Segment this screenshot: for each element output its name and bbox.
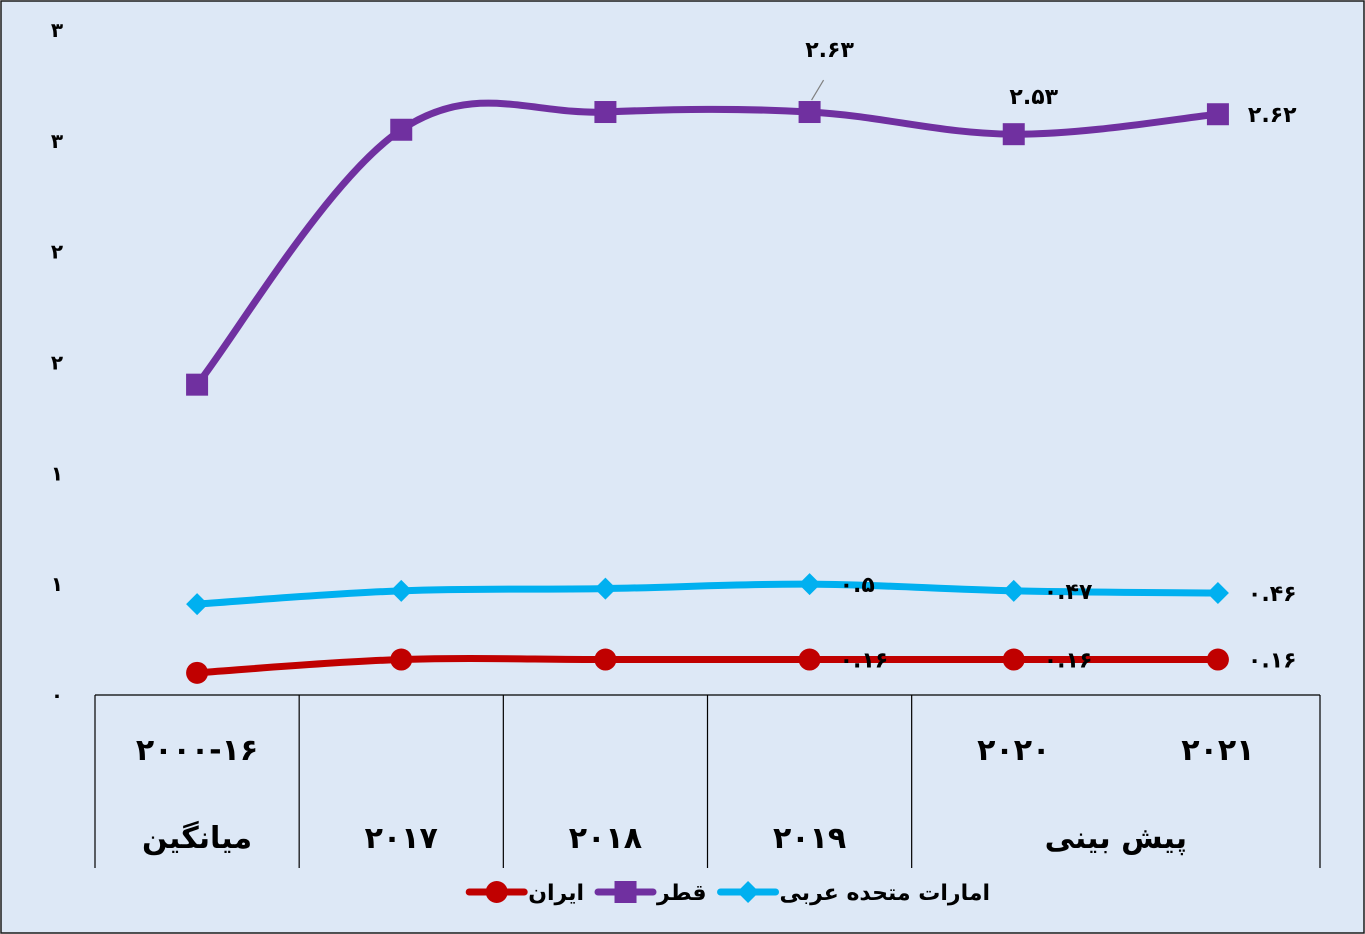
data-label: ۰.۵ bbox=[840, 573, 875, 598]
x-axis-category-table: ۲۰۰۰-۱۶ ۲۰۲۰ ۲۰۲۱ میانگین ۲۰۱۷ ۲۰۱۸ ۲۰۱۹ پیش بی… bbox=[94, 694, 1321, 868]
data-point bbox=[1002, 648, 1025, 671]
data-label: ۰.۱۶ bbox=[1248, 649, 1297, 674]
data-label: ۰.۱۶ bbox=[1044, 649, 1093, 674]
legend-label: قطر bbox=[656, 881, 707, 906]
data-label: ۰.۱۶ bbox=[840, 649, 889, 674]
category-label-bottom: ۲۰۱۸ bbox=[569, 821, 642, 856]
data-point bbox=[798, 648, 821, 671]
data-point bbox=[594, 577, 617, 600]
data-point bbox=[594, 101, 617, 124]
data-label: ۲.۵۳ bbox=[1009, 85, 1058, 110]
legend-swatch-marker bbox=[485, 881, 508, 903]
data-point bbox=[390, 579, 413, 602]
category-label-bottom: میانگین bbox=[142, 820, 252, 856]
series-line bbox=[193, 99, 1222, 389]
y-tick-label: ۳ bbox=[51, 129, 63, 153]
y-tick-label: ۰ bbox=[51, 683, 63, 707]
legend-label: ایران bbox=[528, 881, 584, 906]
y-tick-label: ۳ bbox=[51, 18, 63, 42]
y-tick-label: ۱ bbox=[51, 461, 63, 485]
series-line bbox=[193, 580, 1222, 608]
category-label-bottom: ۲۰۱۹ bbox=[773, 821, 846, 856]
legend-swatch-marker bbox=[737, 881, 760, 903]
data-labels: ۰.۱۶ ۰.۱۶ ۰.۱۶ ۲.۶۳ ۲.۵۳ ۲.۶۲ ۰.۵ ۰.۴۷ ۰.۴۶ bbox=[805, 38, 1297, 674]
series-0 bbox=[186, 648, 1229, 684]
category-label-top: ۲۰۰۰-۱۶ bbox=[136, 733, 258, 768]
y-tick-label: ۱ bbox=[51, 572, 63, 596]
data-point bbox=[1002, 123, 1025, 146]
data-point bbox=[798, 573, 821, 596]
data-point bbox=[798, 101, 821, 124]
data-point bbox=[1002, 579, 1025, 602]
category-label-top: ۲۰۲۰ bbox=[977, 733, 1050, 768]
data-point bbox=[390, 648, 413, 671]
series-layer bbox=[186, 99, 1229, 684]
series-2 bbox=[186, 573, 1229, 616]
data-point bbox=[1206, 103, 1229, 126]
data-point bbox=[1206, 582, 1229, 605]
data-label: ۲.۶۲ bbox=[1248, 103, 1297, 128]
y-axis: ۰ ۱ ۱ ۲ ۲ ۳ ۳ bbox=[51, 18, 63, 707]
series-line bbox=[193, 654, 1222, 677]
legend-item: امارات متحده عربی bbox=[717, 881, 990, 906]
category-label-bottom: ۲۰۱۷ bbox=[365, 821, 438, 856]
category-label-top: ۲۰۲۱ bbox=[1181, 733, 1254, 768]
category-label-bottom: پیش بینی bbox=[1045, 821, 1187, 856]
data-point bbox=[186, 373, 209, 396]
legend-label: امارات متحده عربی bbox=[780, 881, 990, 906]
legend-swatch-marker bbox=[614, 881, 637, 903]
legend: امارات متحده عربی قطر ایران bbox=[465, 881, 990, 906]
data-point bbox=[1206, 648, 1229, 671]
data-point bbox=[186, 593, 209, 616]
data-point bbox=[594, 648, 617, 671]
data-point bbox=[186, 661, 209, 684]
legend-item: ایران bbox=[465, 881, 584, 906]
y-tick-label: ۲ bbox=[51, 240, 63, 264]
label-leader-line bbox=[811, 79, 825, 101]
data-label: ۰.۴۶ bbox=[1248, 582, 1297, 607]
data-label: ۲.۶۳ bbox=[805, 38, 854, 63]
y-tick-label: ۲ bbox=[51, 351, 63, 375]
data-point bbox=[390, 118, 413, 141]
series-1 bbox=[186, 99, 1229, 396]
legend-item: قطر bbox=[594, 881, 707, 906]
data-label: ۰.۴۷ bbox=[1044, 580, 1093, 605]
